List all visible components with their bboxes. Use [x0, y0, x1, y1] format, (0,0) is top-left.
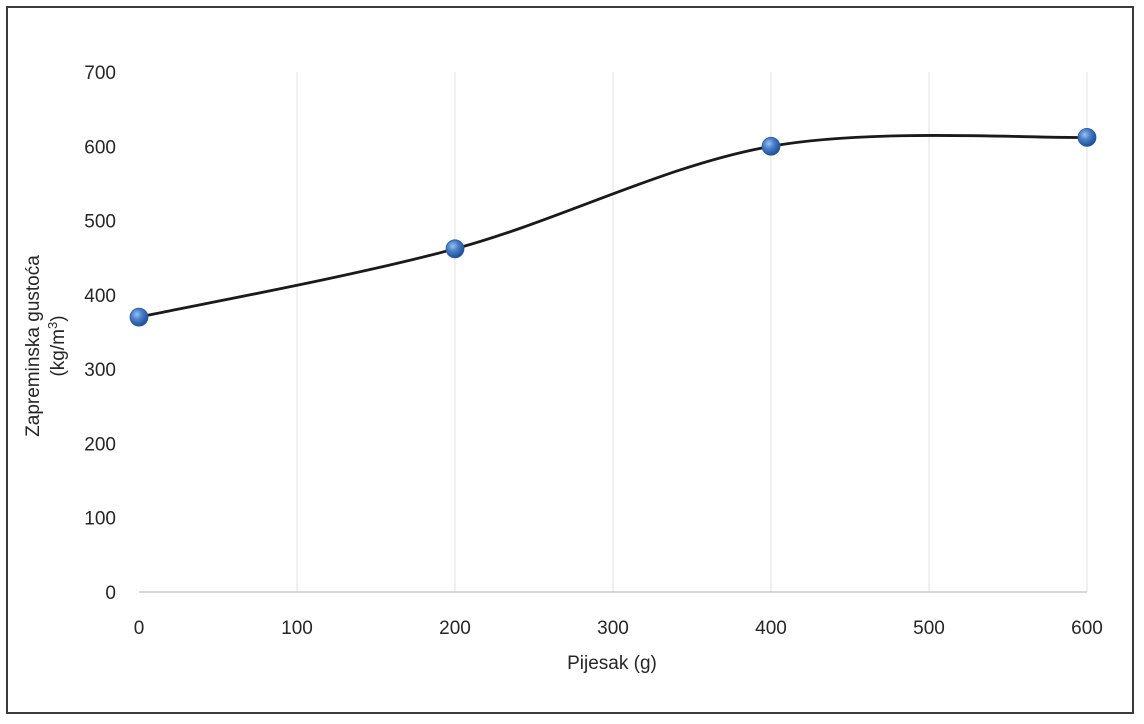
data-point-x600	[1077, 127, 1097, 147]
y-tick-labels: 0 100 200 300 400 500 600 700	[84, 63, 116, 604]
x-tick-label-0: 0	[134, 618, 145, 639]
y-tick-label-300: 300	[84, 360, 116, 381]
chart-frame	[6, 6, 1134, 714]
data-point-x0	[129, 307, 149, 327]
series-line-0	[137, 134, 1089, 319]
x-tick-label-300: 300	[597, 618, 629, 639]
series-layer	[137, 134, 1089, 319]
y-axis-unit: (kg/m	[48, 329, 69, 377]
data-point-x200	[445, 239, 465, 259]
y-tick-label-700: 700	[84, 63, 116, 84]
y-axis-title-line2: (kg/m3)	[45, 315, 69, 376]
x-axis-title: Pijesak (g)	[567, 653, 657, 674]
x-tick-label-500: 500	[913, 618, 945, 639]
x-tick-label-600: 600	[1071, 618, 1103, 639]
y-tick-label-0: 0	[105, 583, 116, 604]
grid-layer	[296, 72, 1088, 592]
y-axis-unit-superscript: 3	[45, 322, 60, 329]
y-tick-label-500: 500	[84, 212, 116, 233]
x-tick-label-100: 100	[281, 618, 313, 639]
x-tick-label-400: 400	[755, 618, 787, 639]
y-tick-label-200: 200	[84, 434, 116, 455]
y-tick-label-600: 600	[84, 137, 116, 158]
x-tick-labels: 0 100 200 300 400 500 600	[134, 618, 1103, 639]
y-tick-label-400: 400	[84, 286, 116, 307]
data-point-x400	[761, 136, 781, 156]
y-axis-unit-close: )	[48, 315, 69, 321]
marker-layer	[129, 127, 1097, 327]
y-axis-title-line1: Zapreminska gustoća	[23, 255, 44, 437]
y-tick-label-100: 100	[84, 509, 116, 530]
x-tick-label-200: 200	[439, 618, 471, 639]
